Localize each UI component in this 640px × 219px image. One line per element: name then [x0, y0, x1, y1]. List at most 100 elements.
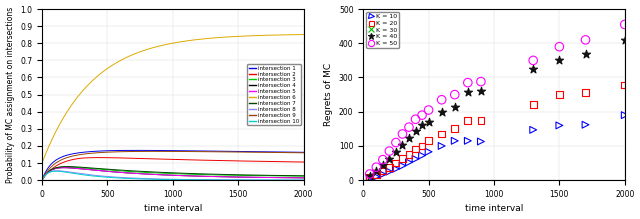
K = 10 [397, 164, 408, 168]
intersection 9 [38, 178, 46, 181]
intersection 3 [266, 175, 274, 177]
K = 10 [528, 128, 538, 132]
intersection 1 [139, 149, 147, 152]
Line: intersection 7: intersection 7 [42, 167, 303, 180]
K = 40 [580, 52, 591, 55]
K = 20 [404, 152, 414, 156]
intersection 6 [300, 33, 307, 36]
intersection 5 [150, 173, 157, 176]
K = 30 [397, 150, 408, 154]
K = 40 [620, 38, 630, 42]
intersection 1 [38, 178, 46, 181]
K = 30 [384, 161, 394, 165]
K = 20 [476, 118, 486, 122]
K = 30 [365, 175, 375, 178]
K = 10 [463, 139, 473, 143]
intersection 3 [294, 175, 302, 177]
intersection 8 [139, 177, 147, 180]
intersection 6 [138, 50, 146, 52]
Y-axis label: Probability of MC assignment on intersections: Probability of MC assignment on intersec… [6, 7, 15, 183]
K = 50 [463, 81, 473, 84]
K = 30 [404, 144, 414, 148]
intersection 2 [38, 179, 46, 181]
K = 40 [554, 59, 564, 62]
Line: intersection 4: intersection 4 [42, 168, 303, 180]
K = 10 [554, 124, 564, 127]
K = 20 [378, 169, 388, 173]
Y-axis label: Regrets of MC: Regrets of MC [324, 63, 333, 126]
intersection 8 [300, 179, 307, 181]
K = 40 [463, 90, 473, 94]
Line: intersection 5: intersection 5 [42, 168, 303, 180]
intersection 1 [266, 150, 274, 153]
intersection 7 [266, 174, 274, 177]
K = 50 [404, 125, 414, 129]
K = 10 [436, 144, 447, 148]
intersection 1 [84, 150, 92, 153]
intersection 1 [294, 151, 302, 154]
K = 10 [371, 175, 381, 178]
K = 10 [450, 139, 460, 143]
K = 50 [450, 93, 460, 96]
K = 30 [620, 59, 630, 62]
K = 10 [384, 170, 394, 173]
intersection 4 [60, 166, 68, 169]
K = 20 [580, 91, 591, 95]
intersection 5 [139, 173, 147, 175]
intersection 2 [300, 161, 307, 163]
intersection 7 [294, 174, 302, 177]
intersection 4 [300, 177, 307, 179]
K = 40 [528, 67, 538, 71]
K = 20 [384, 165, 394, 169]
K = 30 [450, 113, 460, 117]
intersection 10 [150, 178, 157, 181]
intersection 8 [68, 171, 76, 174]
intersection 2 [68, 159, 76, 161]
intersection 3 [139, 171, 147, 174]
intersection 8 [150, 178, 157, 180]
K = 40 [371, 169, 381, 172]
K = 30 [554, 72, 564, 76]
K = 40 [365, 174, 375, 177]
intersection 1 [132, 149, 140, 152]
K = 30 [580, 71, 591, 74]
intersection 10 [139, 178, 147, 180]
K = 50 [528, 59, 538, 62]
intersection 8 [294, 179, 302, 181]
intersection 9 [84, 152, 92, 155]
K = 10 [424, 150, 434, 154]
intersection 4 [139, 173, 147, 175]
intersection 6 [266, 34, 274, 37]
intersection 1 [300, 151, 307, 154]
Line: intersection 3: intersection 3 [42, 167, 303, 180]
K = 20 [463, 118, 473, 122]
K = 40 [397, 143, 408, 147]
intersection 4 [266, 176, 274, 179]
Legend: intersection 1, intersection 2, intersection 3, intersection 4, intersection 5, : intersection 1, intersection 2, intersec… [247, 64, 301, 125]
K = 30 [378, 166, 388, 170]
intersection 10 [38, 179, 46, 181]
K = 40 [378, 163, 388, 166]
intersection 5 [68, 167, 76, 169]
K = 30 [424, 128, 434, 131]
intersection 3 [62, 166, 70, 168]
intersection 7 [139, 170, 147, 173]
K = 30 [391, 156, 401, 160]
intersection 10 [294, 179, 302, 182]
intersection 5 [300, 177, 307, 179]
intersection 6 [38, 161, 46, 164]
intersection 8 [38, 179, 46, 181]
intersection 4 [68, 167, 76, 169]
K = 40 [476, 89, 486, 93]
K = 20 [554, 93, 564, 96]
K = 20 [365, 176, 375, 179]
K = 10 [404, 161, 414, 164]
intersection 3 [38, 179, 46, 181]
K = 40 [391, 150, 401, 154]
intersection 1 [150, 149, 157, 152]
X-axis label: time interval: time interval [143, 205, 202, 214]
intersection 5 [84, 168, 92, 171]
intersection 6 [68, 103, 76, 106]
intersection 7 [68, 165, 76, 168]
K = 50 [391, 141, 401, 144]
